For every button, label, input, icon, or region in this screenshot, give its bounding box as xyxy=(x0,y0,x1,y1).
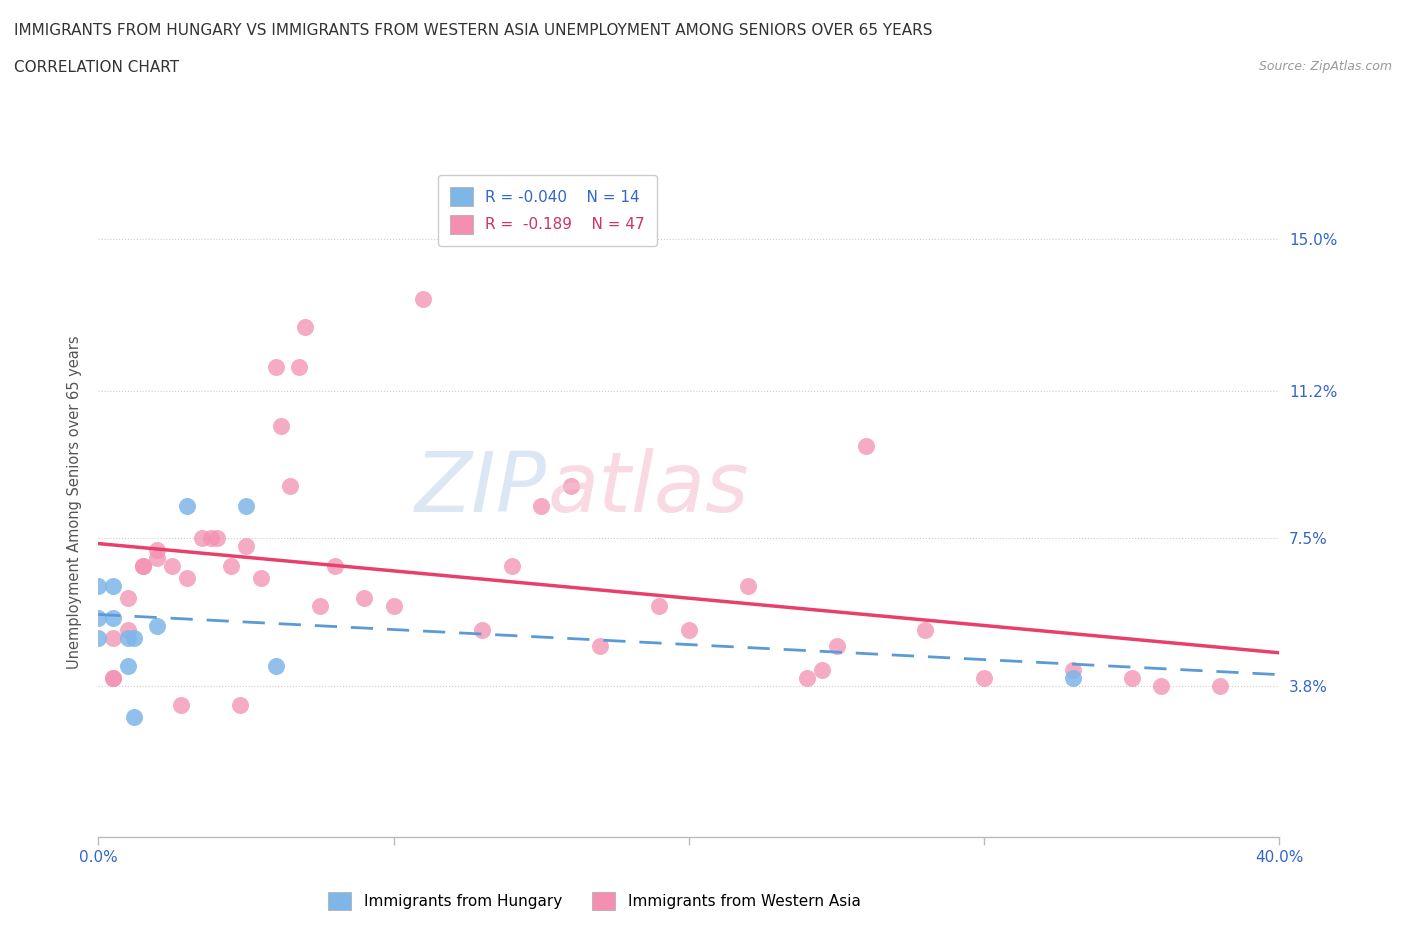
Point xyxy=(1150,678,1173,693)
Point xyxy=(176,498,198,513)
Text: IMMIGRANTS FROM HUNGARY VS IMMIGRANTS FROM WESTERN ASIA UNEMPLOYMENT AMONG SENIO: IMMIGRANTS FROM HUNGARY VS IMMIGRANTS FR… xyxy=(14,23,932,38)
Point xyxy=(810,662,832,677)
Point xyxy=(678,622,700,637)
Point xyxy=(1209,678,1232,693)
Point xyxy=(87,631,110,645)
Point xyxy=(560,479,582,494)
Point xyxy=(117,658,139,673)
Text: atlas: atlas xyxy=(547,448,749,529)
Point xyxy=(471,622,494,637)
Point xyxy=(309,598,332,613)
Point xyxy=(229,698,252,713)
Point xyxy=(122,631,145,645)
Point xyxy=(796,671,818,685)
Point xyxy=(270,419,292,434)
Point xyxy=(162,559,183,574)
Point xyxy=(146,618,169,633)
Point xyxy=(132,559,155,574)
Point xyxy=(170,698,193,713)
Point xyxy=(176,570,198,585)
Point xyxy=(87,610,110,625)
Y-axis label: Unemployment Among Seniors over 65 years: Unemployment Among Seniors over 65 years xyxy=(67,336,83,669)
Point xyxy=(323,559,346,574)
Point xyxy=(855,439,877,454)
Point xyxy=(914,622,936,637)
Point xyxy=(589,638,612,653)
Point xyxy=(205,531,228,546)
Point xyxy=(200,531,222,546)
Point xyxy=(278,479,302,494)
Point xyxy=(825,638,848,653)
Point xyxy=(103,671,125,685)
Point xyxy=(191,531,214,546)
Point xyxy=(530,498,553,513)
Point xyxy=(1121,671,1143,685)
Point xyxy=(103,671,125,685)
Point xyxy=(973,671,995,685)
Point xyxy=(648,598,671,613)
Point xyxy=(501,559,523,574)
Point xyxy=(103,578,125,593)
Point xyxy=(412,291,434,306)
Point xyxy=(122,710,145,724)
Point xyxy=(737,578,759,593)
Point xyxy=(235,498,257,513)
Point xyxy=(294,319,316,334)
Point xyxy=(353,591,375,605)
Point xyxy=(264,359,287,374)
Point xyxy=(219,559,242,574)
Point xyxy=(103,610,125,625)
Point xyxy=(235,538,257,553)
Point xyxy=(382,598,405,613)
Point xyxy=(1062,671,1084,685)
Text: Source: ZipAtlas.com: Source: ZipAtlas.com xyxy=(1258,60,1392,73)
Point xyxy=(132,559,155,574)
Point xyxy=(87,578,110,593)
Legend: Immigrants from Hungary, Immigrants from Western Asia: Immigrants from Hungary, Immigrants from… xyxy=(322,885,866,916)
Point xyxy=(146,542,169,557)
Point xyxy=(288,359,311,374)
Point xyxy=(1062,662,1084,677)
Point xyxy=(146,551,169,565)
Point xyxy=(264,658,287,673)
Point xyxy=(117,622,139,637)
Point xyxy=(103,631,125,645)
Text: ZIP: ZIP xyxy=(415,448,547,529)
Point xyxy=(250,570,273,585)
Point xyxy=(117,591,139,605)
Point xyxy=(117,631,139,645)
Text: CORRELATION CHART: CORRELATION CHART xyxy=(14,60,179,75)
